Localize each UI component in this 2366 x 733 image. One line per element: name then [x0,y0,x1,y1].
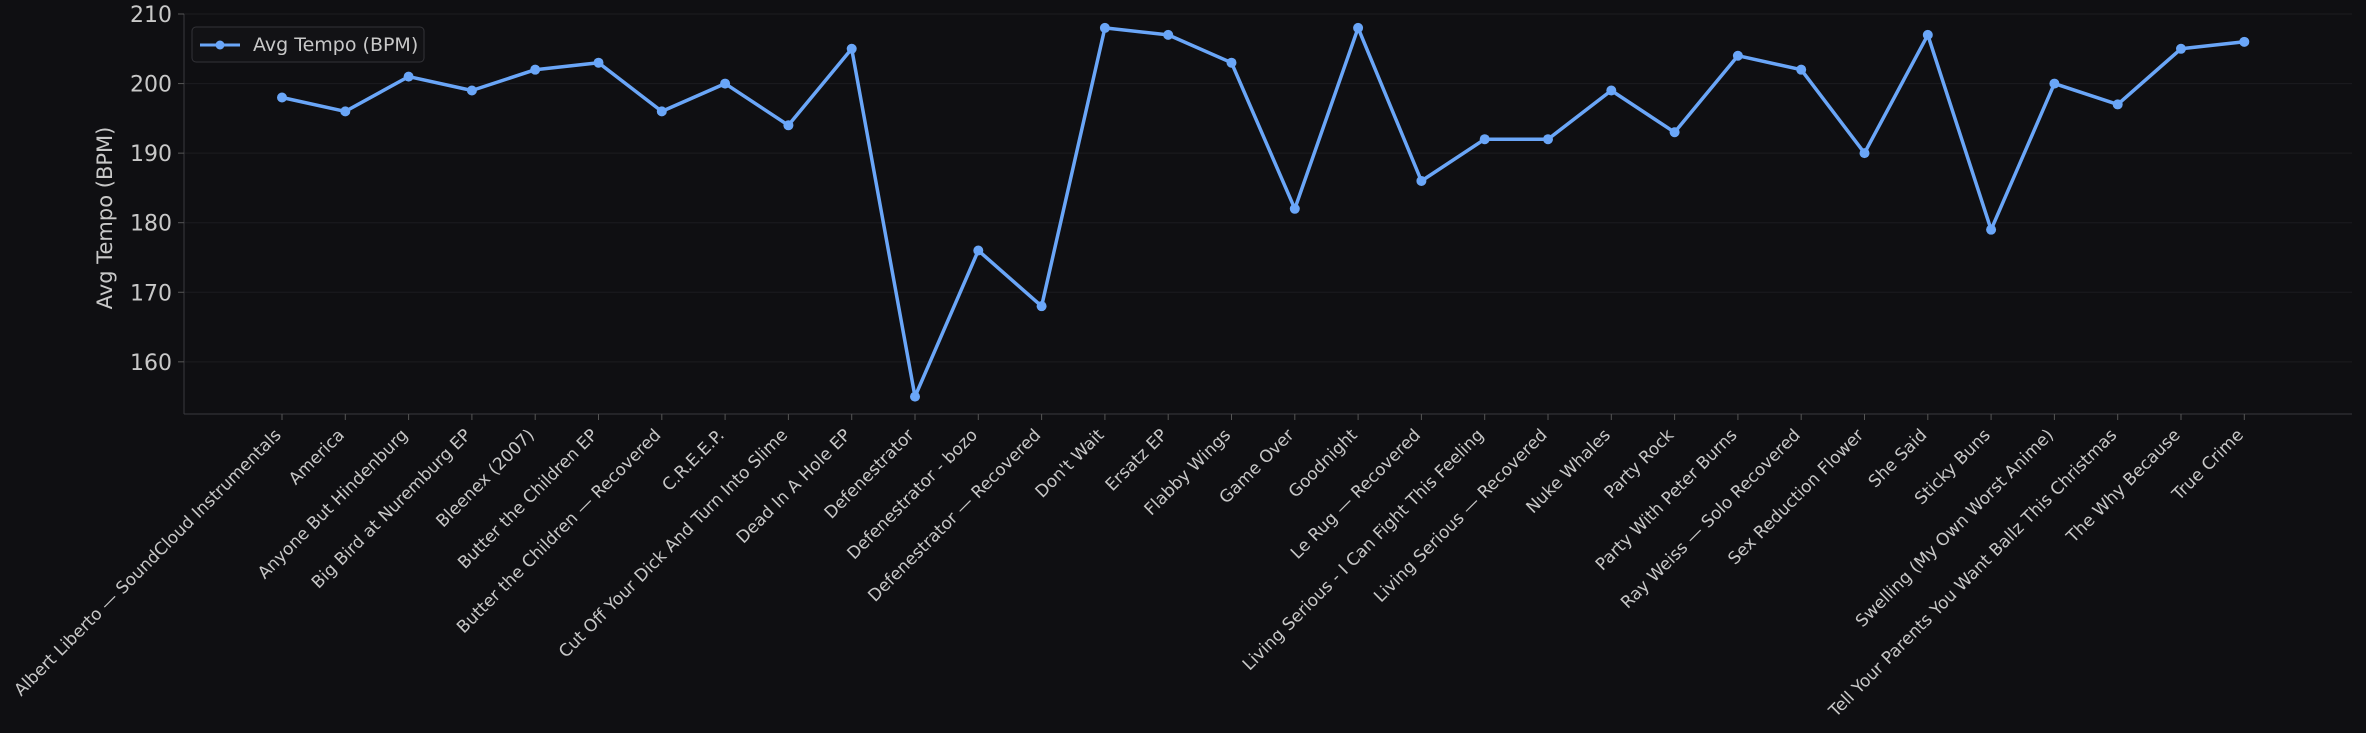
data-point[interactable] [656,106,667,117]
y-axis-label: Avg Tempo (BPM) [93,127,117,310]
data-point[interactable] [593,57,604,68]
y-tick-label: 160 [130,351,172,376]
data-point[interactable] [1606,85,1617,96]
data-point[interactable] [2239,36,2250,47]
y-tick-label: 210 [130,3,172,28]
legend-marker-swatch [215,40,225,50]
data-point[interactable] [1163,29,1174,40]
data-point[interactable] [2176,43,2186,54]
y-tick-label: 170 [130,281,172,306]
y-axis-ticks: 160 170 180 190 200 210 [130,3,184,376]
data-point[interactable] [1036,301,1047,312]
data-point[interactable] [1543,134,1553,145]
data-point[interactable] [720,78,731,89]
legend-box [191,26,425,63]
data-point[interactable] [1099,22,1110,33]
data-point[interactable] [277,92,287,103]
data-point[interactable] [910,391,920,402]
data-point[interactable] [1353,22,1364,33]
data-point[interactable] [1479,134,1490,145]
data-point[interactable] [2049,78,2060,89]
y-tick-label: 200 [130,73,172,98]
data-point[interactable] [466,85,477,96]
y-tick-label: 190 [130,142,172,167]
data-point[interactable] [530,64,541,75]
data-point[interactable] [1669,127,1680,138]
legend-entry-label: Avg Tempo (BPM) [253,34,418,56]
data-point[interactable] [1796,64,1807,75]
grid-lines [184,13,2352,363]
data-point[interactable] [1922,29,1933,40]
data-point[interactable] [2112,99,2123,110]
data-point[interactable] [403,71,414,82]
data-point[interactable] [846,43,857,54]
data-point[interactable] [1416,175,1427,186]
data-point[interactable] [1986,224,1997,235]
series-line [280,26,2247,399]
y-tick-label: 180 [130,212,172,237]
data-point[interactable] [1732,50,1743,61]
data-point[interactable] [1226,57,1237,68]
data-point[interactable] [973,245,984,256]
data-point[interactable] [1289,203,1300,214]
data-point[interactable] [340,106,351,117]
series-layer [277,22,2250,402]
data-point[interactable] [1859,148,1870,159]
legend[interactable]: Avg Tempo (BPM) [191,26,425,63]
data-point[interactable] [783,120,794,131]
